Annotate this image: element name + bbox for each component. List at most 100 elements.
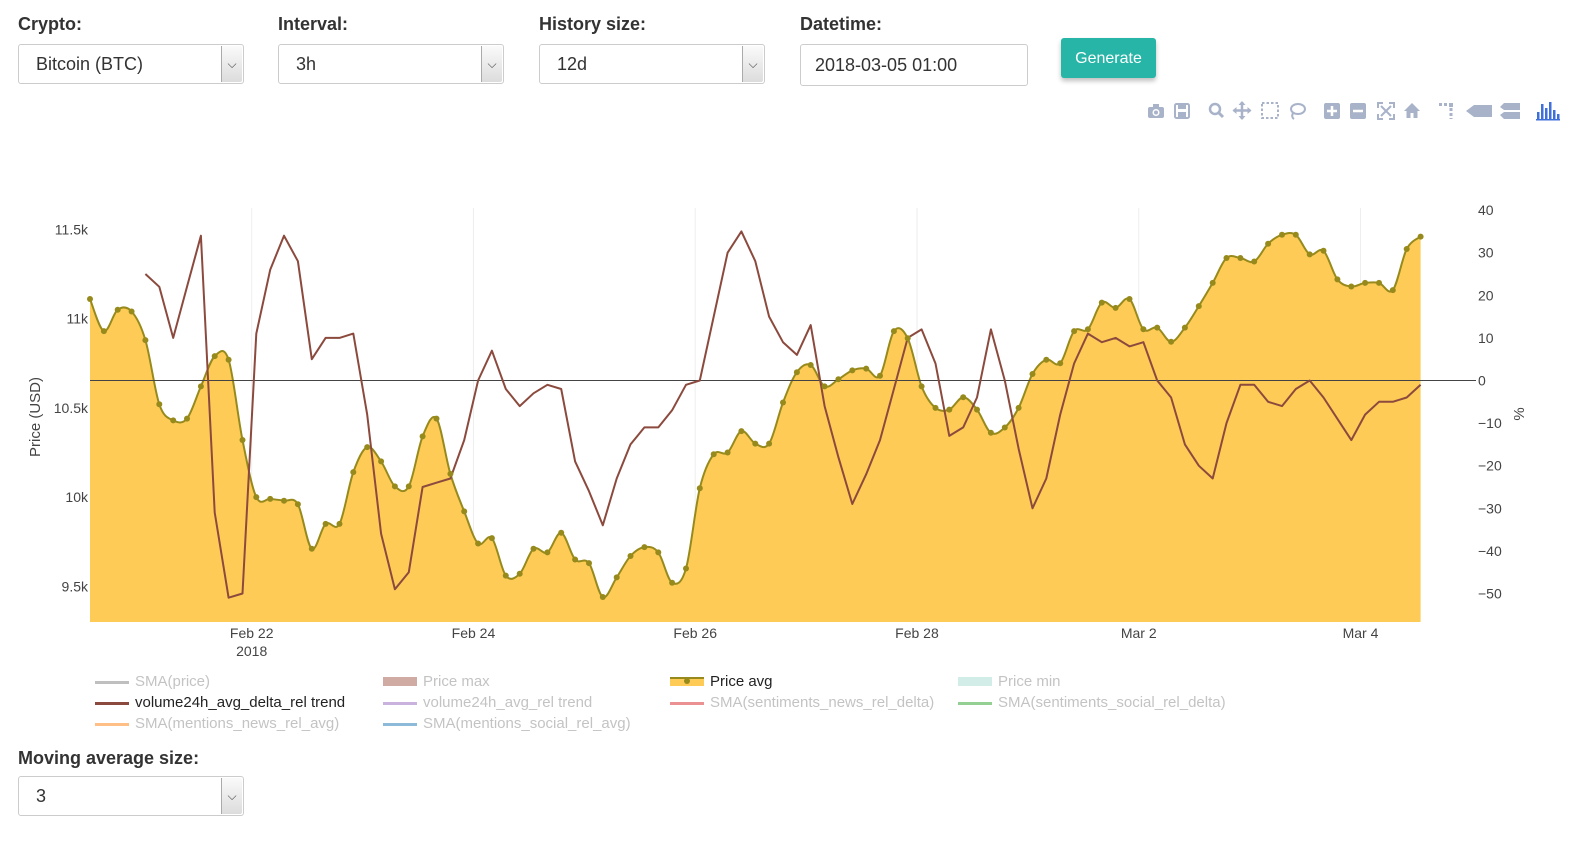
price-avg-point — [364, 444, 371, 451]
price-avg-point — [350, 469, 357, 476]
price-avg-point — [1417, 233, 1424, 240]
price-avg-point — [1126, 296, 1133, 302]
plotly-logo-icon[interactable] — [1534, 100, 1562, 122]
price-avg-point — [336, 520, 343, 527]
legend-swatch — [95, 681, 129, 684]
chevron-down-icon[interactable]: ⌵ — [742, 46, 763, 82]
price-avg-point — [308, 545, 315, 552]
price-avg-point — [724, 449, 731, 456]
price-avg-point — [683, 565, 689, 572]
box-select-icon[interactable] — [1260, 100, 1280, 122]
price-avg-point — [863, 365, 870, 372]
price-avg-point — [599, 594, 606, 600]
price-avg-point — [974, 406, 980, 413]
x-tick-label: Feb 24 — [452, 625, 496, 641]
pan-icon[interactable] — [1232, 100, 1252, 122]
generate-button[interactable]: Generate — [1061, 38, 1156, 78]
chevron-down-icon[interactable]: ⌵ — [221, 46, 242, 82]
price-avg-point — [378, 458, 385, 465]
price-avg-point — [225, 356, 232, 363]
price-avg-point — [1043, 356, 1050, 363]
spike-lines-icon[interactable] — [1436, 100, 1456, 122]
zoom-out-icon[interactable] — [1348, 100, 1368, 122]
y-right-tick-label: 20 — [1478, 287, 1494, 303]
price-avg-point — [1251, 258, 1258, 265]
price-avg-point — [627, 553, 634, 559]
history-select-value: 12d — [557, 54, 588, 74]
price-avg-point — [87, 296, 93, 302]
x-tick-label: Feb 28 — [895, 625, 939, 641]
moving-average-label: Moving average size: — [18, 748, 200, 768]
y-left-tick-label: 10k — [65, 489, 89, 505]
legend-swatch — [95, 702, 129, 705]
price-avg-point — [461, 508, 468, 515]
price-avg-point — [1015, 404, 1022, 411]
price-avg-point — [890, 328, 897, 335]
price-avg-point — [516, 570, 523, 577]
price-avg-point — [1376, 279, 1382, 286]
price-avg-point — [987, 429, 994, 436]
x-tick-label: Feb 26 — [673, 625, 717, 641]
interval-select[interactable]: 3h ⌵ — [278, 44, 504, 84]
reset-axes-icon[interactable] — [1402, 100, 1422, 122]
legend-swatch — [95, 723, 129, 726]
datetime-input[interactable]: 2018-03-05 01:00 — [800, 44, 1028, 86]
y-right-tick-label: −20 — [1478, 458, 1502, 474]
price-avg-point — [156, 401, 163, 408]
camera-icon[interactable] — [1146, 100, 1166, 122]
price-avg-point — [1334, 276, 1341, 283]
price-avg-point — [558, 529, 565, 536]
chevron-down-icon[interactable]: ⌵ — [221, 778, 242, 814]
moving-average-select[interactable]: 3 ⌵ — [18, 776, 244, 816]
legend-label: SMA(sentiments_social_rel_delta) — [998, 694, 1226, 711]
volume-trend-path — [144, 230, 1422, 599]
y-right-tick-label: −30 — [1478, 500, 1502, 516]
price-avg-markers — [87, 231, 1424, 600]
price-avg-point — [821, 383, 828, 390]
history-select[interactable]: 12d ⌵ — [539, 44, 765, 84]
price-avg-point — [1181, 324, 1188, 331]
crypto-label: Crypto: — [18, 14, 82, 34]
legend-label: Price avg — [710, 673, 773, 690]
lasso-icon[interactable] — [1287, 100, 1307, 122]
price-avg-point — [766, 440, 773, 447]
price-volume-chart[interactable]: Feb 22 2018 Feb 24 Feb 26 Feb 28 Mar 2 Mar 4 9… — [0, 130, 1596, 670]
price-avg-point — [544, 549, 551, 556]
legend-label: volume24h_avg_rel trend — [423, 694, 593, 711]
price-avg-point — [211, 353, 218, 360]
legend-marker — [397, 678, 403, 684]
legend-marker — [684, 678, 690, 684]
crypto-control: Crypto: Bitcoin (BTC) ⌵ — [18, 14, 244, 84]
moving-average-control: Moving average size: 3 ⌵ — [18, 748, 244, 816]
price-avg-point — [752, 440, 759, 447]
y-right-tick-label: −50 — [1478, 585, 1502, 601]
interval-select-value: 3h — [296, 54, 317, 74]
save-icon[interactable] — [1172, 100, 1192, 122]
legend-marker — [972, 678, 978, 684]
chevron-down-icon[interactable]: ⌵ — [481, 46, 502, 82]
legend-swatch — [383, 702, 417, 705]
price-avg-point — [1223, 255, 1230, 261]
price-avg-point — [184, 415, 190, 422]
price-avg-point — [641, 544, 648, 551]
hover-closest-icon[interactable] — [1464, 100, 1494, 122]
price-avg-point — [100, 328, 107, 335]
x-tick-label: Feb 22 — [230, 625, 274, 641]
price-avg-point — [114, 306, 121, 313]
price-avg-point — [405, 483, 412, 490]
price-avg-point — [1057, 360, 1064, 367]
hover-compare-icon[interactable] — [1498, 100, 1522, 122]
price-avg-point — [1098, 299, 1105, 306]
crypto-select[interactable]: Bitcoin (BTC) ⌵ — [18, 44, 244, 84]
price-avg-point — [1140, 326, 1147, 333]
zoom-in-icon[interactable] — [1322, 100, 1342, 122]
price-avg-point — [1029, 371, 1036, 377]
moving-average-value: 3 — [36, 786, 47, 806]
interval-control: Interval: 3h ⌵ — [278, 14, 504, 84]
price-avg-point — [294, 501, 301, 508]
price-avg-point — [918, 383, 925, 390]
zoom-icon[interactable] — [1206, 100, 1226, 122]
x-tick-label: Mar 2 — [1121, 625, 1157, 641]
price-avg-point — [1071, 328, 1078, 335]
autoscale-icon[interactable] — [1376, 100, 1396, 122]
